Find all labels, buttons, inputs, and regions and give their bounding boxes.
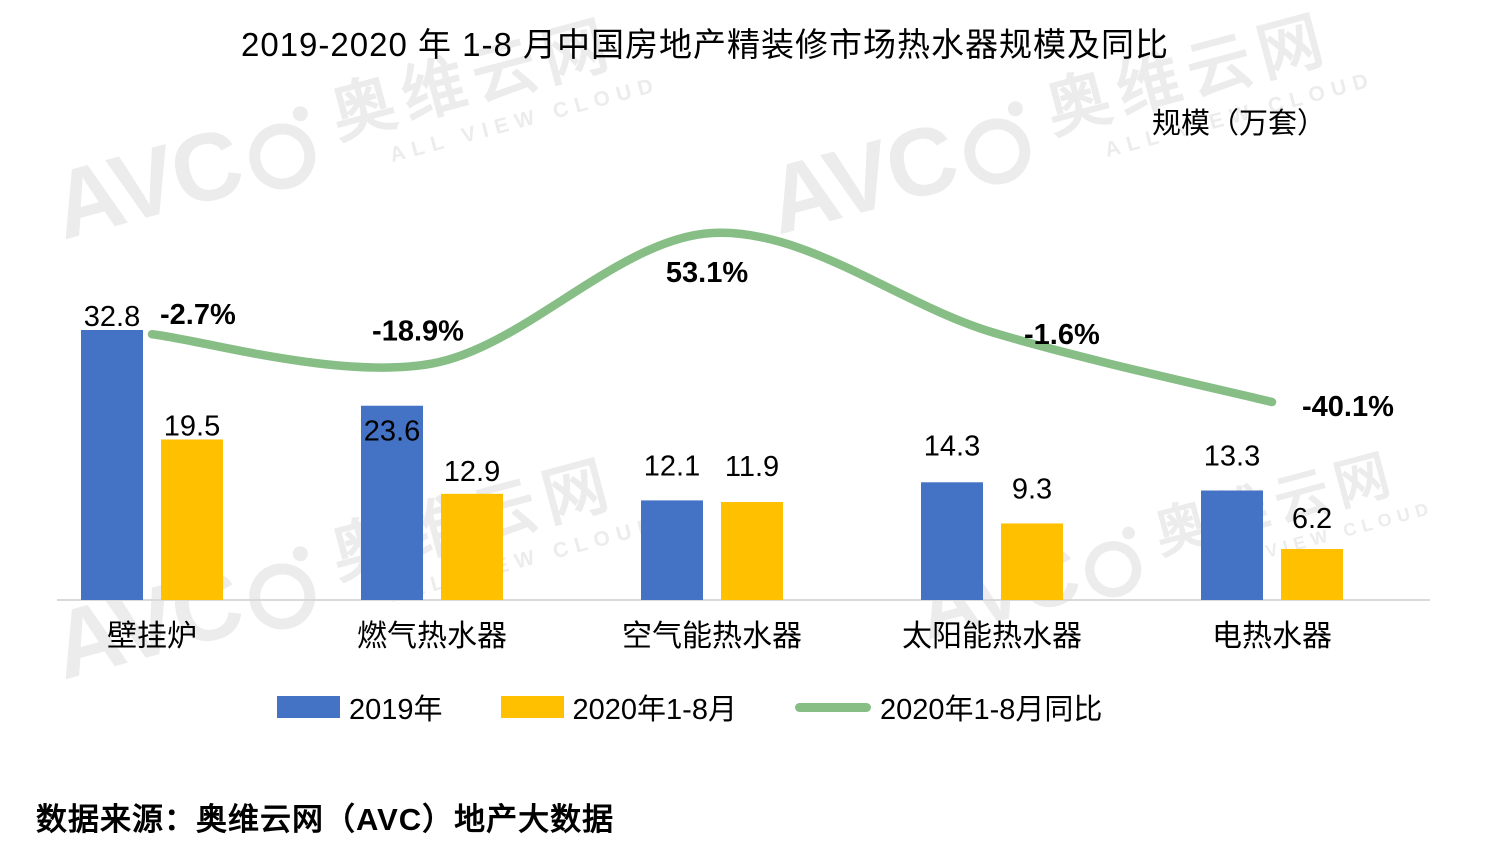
legend-label-2020: 2020年1-8月 — [572, 694, 737, 726]
line-label-c4: -40.1% — [1302, 391, 1394, 423]
bar-s1-c3 — [1001, 523, 1063, 600]
legend-item-2020: 2020年1-8月 — [500, 686, 737, 728]
line-label-c0: -2.7% — [160, 299, 236, 331]
line-label-c1: -18.9% — [372, 316, 464, 348]
x-axis-label-1: 燃气热水器 — [357, 620, 507, 653]
x-axis-label-4: 电热水器 — [1212, 620, 1332, 653]
yoy-line — [147, 228, 1277, 407]
bar-label-s1-c0: 19.5 — [164, 410, 220, 442]
bar-s0-c4 — [1201, 490, 1263, 600]
bar-label-s0-c4: 13.3 — [1204, 441, 1260, 473]
x-axis-label-2: 空气能热水器 — [622, 620, 802, 653]
bar-s1-c2 — [721, 502, 783, 600]
bar-label-s0-c1: 23.6 — [364, 416, 420, 448]
legend-label-yoy: 2020年1-8月同比 — [879, 694, 1103, 726]
bar-label-s0-c3: 14.3 — [924, 430, 980, 462]
bar-label-s0-c0: 32.8 — [84, 301, 140, 333]
legend: 2019年 2020年1-8月 2020年1-8月同比 — [277, 686, 1102, 728]
x-axis-label-0: 壁挂炉 — [107, 620, 197, 653]
bar-s0-c1 — [361, 405, 423, 600]
legend-swatch-2020-icon — [500, 696, 564, 718]
axis-unit-label: 规模（万套） — [1152, 108, 1327, 140]
bar-label-s1-c2: 11.9 — [725, 451, 779, 483]
line-label-c2: 53.1% — [666, 257, 748, 289]
legend-item-2019: 2019年 — [277, 686, 443, 728]
line-label-c3: -1.6% — [1024, 319, 1100, 351]
legend-item-yoy: 2020年1-8月同比 — [794, 686, 1103, 728]
bar-s0-c0 — [81, 330, 143, 600]
bar-label-s1-c1: 12.9 — [444, 456, 500, 488]
bar-s1-c0 — [161, 439, 223, 600]
legend-label-2019: 2019年 — [349, 694, 443, 726]
bar-label-s1-c4: 6.2 — [1292, 503, 1332, 535]
legend-swatch-yoy-line-icon — [794, 702, 871, 712]
legend-swatch-2019-icon — [277, 696, 340, 718]
bar-s1-c1 — [441, 493, 503, 600]
chart-title: 2019-2020 年 1-8 月中国房地产精装修市场热水器规模及同比 — [240, 26, 1169, 63]
bar-s0-c2 — [641, 500, 703, 600]
bar-label-s1-c3: 9.3 — [1012, 473, 1052, 505]
bar-label-s0-c2: 12.1 — [644, 450, 700, 482]
x-axis-label-3: 太阳能热水器 — [902, 620, 1082, 653]
source-note: 数据来源：奥维云网（AVC）地产大数据 — [36, 802, 615, 837]
bar-s1-c4 — [1281, 548, 1343, 600]
bar-s0-c3 — [921, 482, 983, 600]
